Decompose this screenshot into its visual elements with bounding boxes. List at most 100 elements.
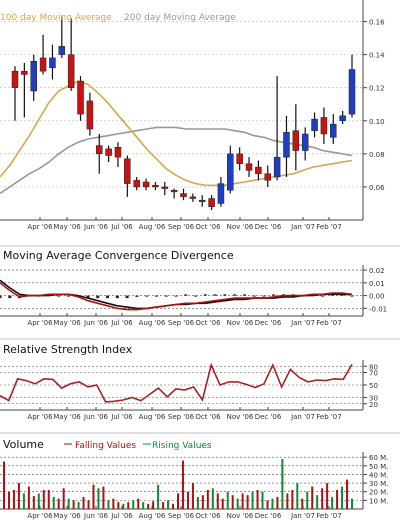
x-tick-label: Nov '06 [227,319,254,327]
x-tick-label: Feb '07 [316,512,341,520]
volume-bar-rising [351,498,353,509]
x-tick-label: Jul '06 [110,413,133,421]
candle-falling [264,173,271,181]
rsi-line [0,362,353,403]
x-tick-label: Jan '07 [290,413,315,421]
candle-falling [236,153,243,165]
volume-bar-falling [177,493,179,509]
macd-histogram-bar [184,294,188,296]
x-tick-label: Jun '06 [83,512,109,520]
candle-rising [339,115,346,122]
macd-line [0,282,353,311]
candle-rising [301,133,309,151]
y-tick-label: 50 [369,382,378,390]
volume-bar-falling [246,495,249,509]
candle-falling [133,180,140,188]
candle-rising [348,69,356,115]
macd-title: Moving Average Convergence Divergence [3,249,234,262]
macd-panel: Moving Average Convergence Divergence 0.… [0,245,400,327]
volume-bar-falling [172,503,175,509]
x-tick-label: Jun '06 [83,413,109,421]
x-tick-label: Aug '06 [139,512,166,520]
volume-bar-falling [42,490,45,509]
price-legend: 100 day Moving Average 200 day Moving Av… [0,13,236,23]
volume-bar-rising [97,488,100,509]
y-tick-label: 30 [369,395,378,403]
candle-falling [124,158,131,184]
volume-bar-falling [152,501,155,509]
volume-bar-falling [47,490,50,509]
candle-falling [96,145,103,155]
candle-rising [49,57,56,69]
y-tick-label: 50 M. [369,463,388,471]
macd-histogram-bar [57,295,61,297]
x-tick-label: Jun '06 [83,319,109,327]
volume-bar-rising [341,486,344,509]
x-tick-label: Aug '06 [139,319,166,327]
candle-falling [208,198,215,208]
volume-bar-falling [127,502,130,509]
candle-falling [21,70,28,75]
y-tick-label: 0.10 [369,118,385,126]
macd-histogram-bar [223,294,227,296]
y-tick-label: 0.01 [369,280,385,288]
candle-falling [114,146,122,158]
volume-bar-falling [276,496,279,509]
macd-histogram-bar [321,295,325,297]
macd-histogram-bar [154,295,158,297]
x-tick-label: Oct '06 [195,512,221,520]
candle-falling [152,185,159,188]
y-tick-label: 70 [369,370,378,378]
volume-bar-rising [167,500,170,509]
volume-bar-falling [162,502,165,509]
x-tick-label: Jan '07 [290,512,315,520]
macd-histogram-bar [0,295,2,299]
x-tick-label: Jul '06 [110,512,133,520]
ma100-line [0,80,353,187]
volume-bar-falling [291,490,294,509]
volume-bar-falling [301,498,304,509]
volume-bar-falling [221,498,224,509]
volume-bar-falling [57,498,60,509]
macd-histogram-bar [96,295,100,299]
volume-bar-rising [296,483,299,509]
legend-rising: Rising Values [152,441,212,451]
volume-bar-rising [281,458,284,509]
x-tick-label: Feb '07 [316,223,341,231]
x-tick-label: Apr '06 [27,223,53,231]
volume-bar-falling [286,493,289,509]
volume-bar-falling [206,490,209,509]
x-tick-label: Jan '07 [290,223,315,231]
volume-bar-falling [3,461,5,509]
rsi-title: Relative Strength Index [3,343,133,356]
volume-bar-rising [251,491,254,509]
macd-histogram-bar [66,295,70,297]
y-tick-label: 0.00 [369,293,385,301]
candle-falling [11,70,19,88]
volume-bar-falling [7,491,10,509]
macd-histogram-bar [203,294,207,296]
legend-falling: Falling Values [75,441,136,451]
volume-bar-rising [211,488,214,509]
candle-falling [86,100,94,130]
volume-bar-falling [137,498,140,509]
macd-histogram-bar [86,295,90,299]
y-tick-label: -0.01 [369,305,387,313]
y-tick-label: 0.14 [369,52,385,60]
volume-bar-falling [201,495,204,509]
volume-bar-rising [331,496,334,509]
macd-histogram-bar [252,295,256,297]
x-tick-label: Jan '07 [290,319,315,327]
y-tick-label: 30 M. [369,480,388,488]
candle-falling [39,57,47,72]
volume-bar-rising [122,503,125,509]
macd-histogram-bar [194,295,198,297]
x-tick-label: Apr '06 [27,413,53,421]
x-tick-label: Nov '06 [227,413,254,421]
volume-title: Volume [3,438,44,451]
y-tick-label: 0.16 [369,19,385,27]
legend-ma200: 200 day Moving Average [124,13,236,23]
x-tick-label: Dec '06 [255,512,282,520]
x-tick-label: Aug '06 [139,223,166,231]
